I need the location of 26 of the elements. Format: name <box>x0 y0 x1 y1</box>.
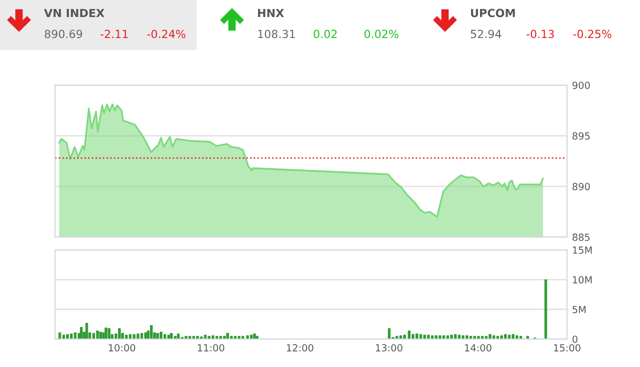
y-tick-label: 15M <box>572 246 592 254</box>
text: UPCOM <box>471 8 515 18</box>
text: HNX <box>258 8 284 18</box>
x-tick-label: 11:00 <box>198 344 224 352</box>
y-tick-label: 890 <box>572 182 590 190</box>
x-tick-label: 13:00 <box>376 344 402 352</box>
x-tick-label: 15:00 <box>554 344 580 352</box>
y-tick-label: 885 <box>572 234 590 241</box>
text: -0.25% <box>573 30 612 38</box>
text: 890.69 <box>44 30 82 38</box>
text: 0.02% <box>364 30 398 38</box>
y-tick-label: 10M <box>572 276 592 284</box>
text: -0.13 <box>526 30 554 38</box>
text: VN INDEX <box>44 8 104 18</box>
y-tick-label: 895 <box>572 132 590 140</box>
text: -2.11 <box>100 30 128 38</box>
x-tick-label: 10:00 <box>108 344 136 352</box>
text: 52.94 <box>470 30 502 38</box>
x-tick-label: 12:00 <box>286 344 314 352</box>
text: 0.02 <box>314 30 337 38</box>
y-tick-label: 0 <box>572 336 578 343</box>
y-tick-label: 5M <box>572 306 586 314</box>
text: -0.24% <box>147 30 186 38</box>
text: 108.31 <box>258 30 295 38</box>
x-tick-label: 14:00 <box>465 344 492 352</box>
y-tick-label: 900 <box>572 82 590 89</box>
